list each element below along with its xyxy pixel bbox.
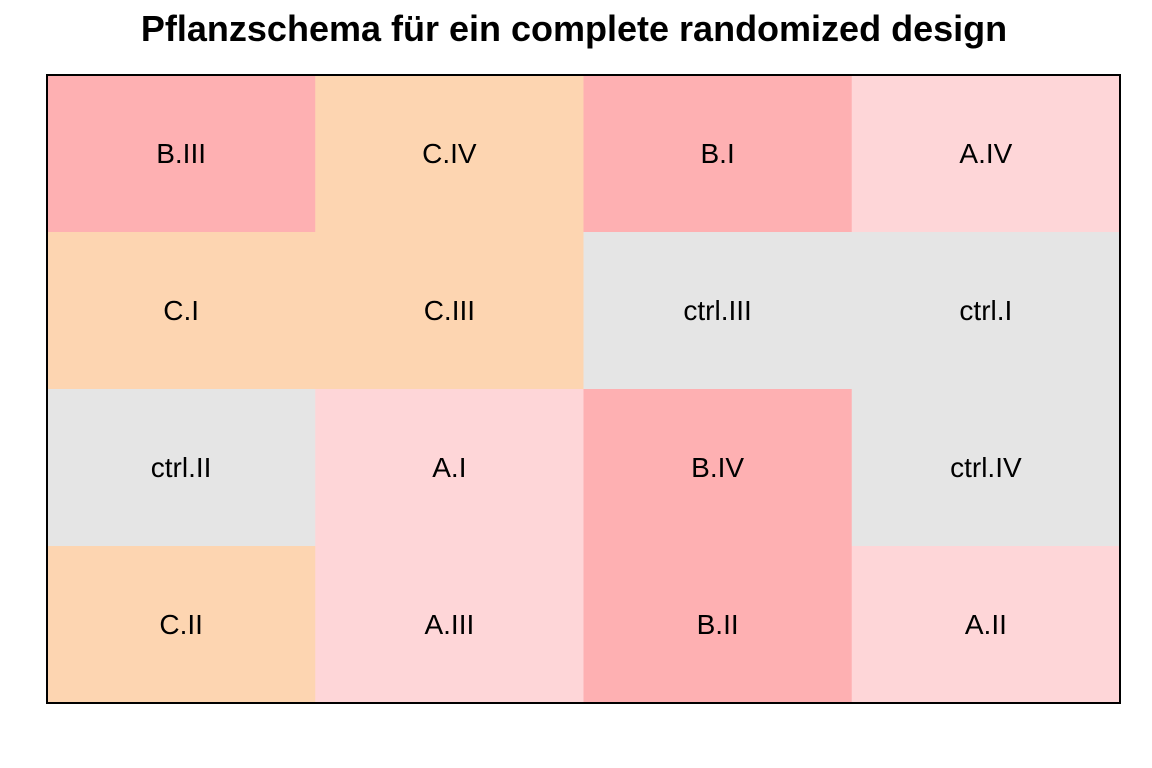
- plot-cell-c-iv: [315, 75, 584, 233]
- plot-cell-b-iii: [47, 75, 316, 233]
- cell-label-ctrl-ii: ctrl.II: [151, 452, 212, 483]
- cell-label-c-iv: C.IV: [422, 138, 477, 169]
- chart-title: Pflanzschema für ein complete randomized…: [140, 8, 1008, 49]
- plot-cell-c-ii: [47, 546, 316, 704]
- plot-cell-ctrl-iii: [583, 232, 853, 390]
- plot-cell-b-iv: [583, 389, 853, 547]
- plot-cell-a-iii: [315, 546, 584, 704]
- cell-label-a-i: A.I: [432, 452, 466, 483]
- cell-label-a-iv: A.IV: [959, 138, 1012, 169]
- cell-label-b-iii: B.III: [156, 138, 206, 169]
- cell-layer: B.III C.IV B.I A.IV C.I C.III ctrl.III ctrl.I ct…: [47, 75, 1121, 704]
- plot-cell-c-iii: [315, 232, 584, 390]
- cell-label-a-iii: A.III: [424, 609, 474, 640]
- plot-cell-c-i: [47, 232, 316, 390]
- cell-label-c-i: C.I: [163, 295, 199, 326]
- plot-cell-a-iv: [851, 75, 1121, 233]
- cell-label-c-iii: C.III: [424, 295, 475, 326]
- cell-label-b-ii: B.II: [697, 609, 739, 640]
- plot-cell-a-ii: [851, 546, 1121, 704]
- plot-cell-b-ii: [583, 546, 853, 704]
- cell-label-b-iv: B.IV: [691, 452, 744, 483]
- plot-cell-ctrl-i: [851, 232, 1121, 390]
- plot-border: [46, 74, 1121, 704]
- plot-cell-b-i: [583, 75, 853, 233]
- cell-label-ctrl-iii: ctrl.III: [683, 295, 751, 326]
- cell-label-b-i: B.I: [701, 138, 735, 169]
- cell-label-a-ii: A.II: [965, 609, 1007, 640]
- plot-cell-ctrl-iv: [851, 389, 1121, 547]
- plot-cell-a-i: [315, 389, 584, 547]
- cell-label-c-ii: C.II: [159, 609, 203, 640]
- cell-label-ctrl-iv: ctrl.IV: [950, 452, 1022, 483]
- cell-label-ctrl-i: ctrl.I: [959, 295, 1012, 326]
- plot-cell-ctrl-ii: [47, 389, 316, 547]
